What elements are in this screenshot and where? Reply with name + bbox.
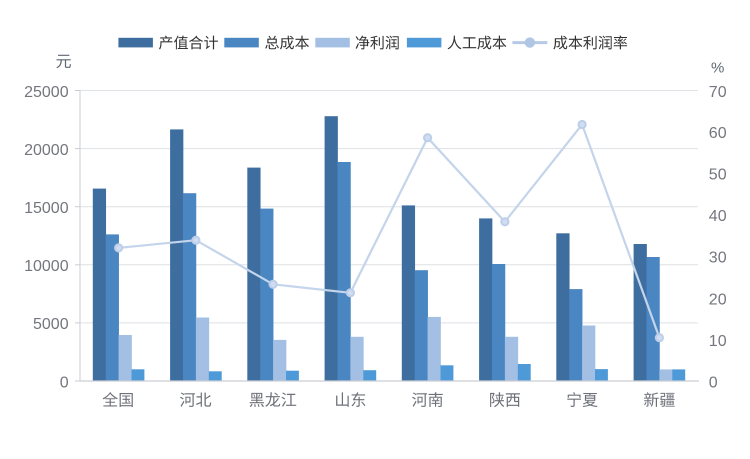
svg-text:5000: 5000 [33,316,69,333]
svg-text:50: 50 [709,167,727,184]
svg-text:70: 70 [709,84,727,101]
svg-text:20: 20 [709,291,727,308]
svg-text:25000: 25000 [24,84,69,101]
svg-text:40: 40 [709,208,727,225]
svg-text:10000: 10000 [24,258,69,275]
svg-text:%: % [711,60,724,77]
svg-text:60: 60 [709,125,727,142]
svg-text:20000: 20000 [24,142,69,159]
svg-text:0: 0 [709,374,718,391]
svg-text:15000: 15000 [24,200,69,217]
svg-text:0: 0 [60,374,69,391]
svg-text:30: 30 [709,250,727,267]
svg-text:10: 10 [709,333,727,350]
